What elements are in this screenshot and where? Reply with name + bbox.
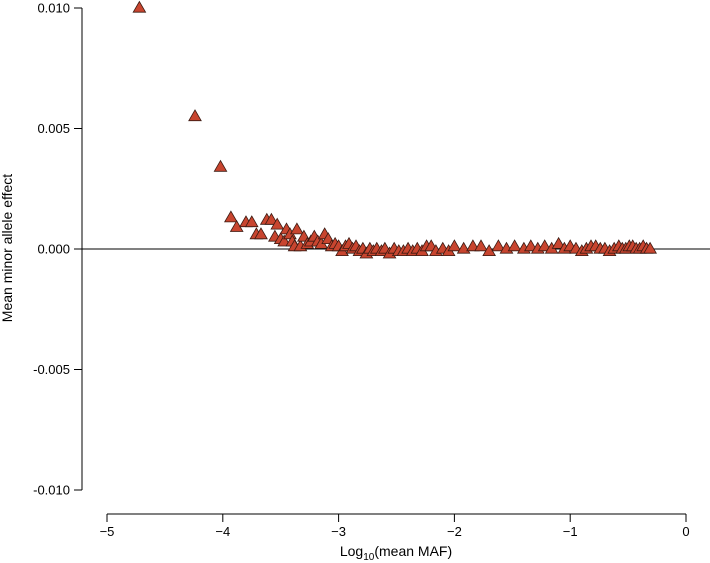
x-tick-label: −1 bbox=[563, 524, 578, 539]
y-tick-label: 0.000 bbox=[37, 242, 70, 257]
data-point-triangle bbox=[213, 159, 228, 172]
x-tick-label: −4 bbox=[215, 524, 230, 539]
data-point-triangle bbox=[132, 0, 147, 13]
x-axis: −5 −4 −3 −2 −1 0 bbox=[100, 513, 690, 539]
data-point-triangle bbox=[270, 217, 285, 230]
x-tick-label: −2 bbox=[447, 524, 462, 539]
data-point-triangle bbox=[491, 239, 506, 252]
x-axis-title-rest: (mean MAF) bbox=[374, 543, 452, 559]
data-point-triangle bbox=[447, 239, 462, 252]
y-tick-label: 0.005 bbox=[37, 121, 70, 136]
y-axis: -0.010 -0.005 0.000 0.005 0.010 bbox=[33, 1, 83, 498]
data-point-triangle bbox=[643, 241, 657, 254]
data-point-triangle bbox=[188, 109, 202, 122]
data-point-triangle bbox=[474, 239, 488, 252]
y-tick-label: 0.010 bbox=[37, 1, 70, 16]
data-point-triangle bbox=[551, 236, 566, 249]
x-tick-label: −5 bbox=[100, 524, 115, 539]
data-point-triangle bbox=[224, 210, 238, 223]
x-tick-label: 0 bbox=[682, 524, 689, 539]
data-point-triangle bbox=[264, 212, 279, 225]
y-tick-label: -0.005 bbox=[33, 362, 70, 377]
data-points bbox=[132, 0, 657, 259]
data-point-triangle bbox=[537, 239, 552, 252]
x-axis-title-subscript: 10 bbox=[363, 552, 375, 563]
x-tick-label: −3 bbox=[331, 524, 346, 539]
x-axis-title-main: Log bbox=[340, 543, 363, 559]
data-point-triangle bbox=[254, 227, 268, 240]
y-axis-title: Mean minor allele effect bbox=[0, 174, 15, 322]
x-axis-title: Log10(mean MAF) bbox=[340, 543, 452, 563]
data-point-triangle bbox=[507, 239, 522, 252]
y-tick-label: -0.010 bbox=[33, 483, 70, 498]
data-point-triangle bbox=[244, 215, 259, 228]
data-point-triangle bbox=[524, 239, 538, 252]
data-point-triangle bbox=[290, 222, 304, 235]
